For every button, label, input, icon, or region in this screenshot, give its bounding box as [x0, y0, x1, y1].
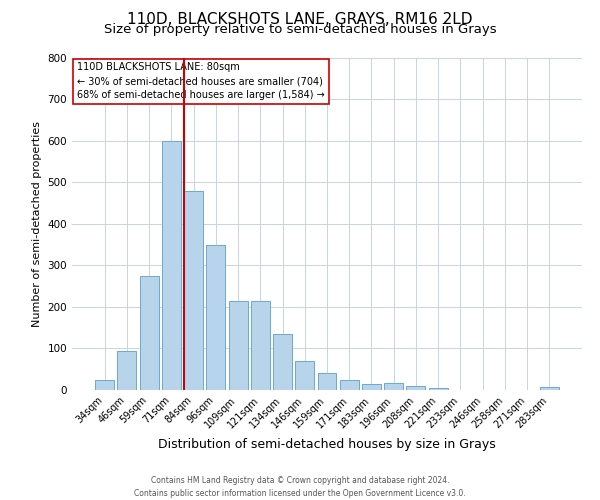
Bar: [206, 244, 225, 390]
Bar: [229, 300, 248, 390]
X-axis label: Distribution of semi-detached houses by size in Grays: Distribution of semi-detached houses by …: [158, 438, 496, 451]
Text: 110D BLACKSHOTS LANE: 80sqm
← 30% of semi-detached houses are smaller (704)
68% : 110D BLACKSHOTS LANE: 80sqm ← 30% of sem…: [77, 62, 325, 100]
Text: Size of property relative to semi-detached houses in Grays: Size of property relative to semi-detach…: [104, 22, 496, 36]
Bar: [140, 276, 158, 390]
Bar: [295, 361, 314, 390]
Text: 110D, BLACKSHOTS LANE, GRAYS, RM16 2LD: 110D, BLACKSHOTS LANE, GRAYS, RM16 2LD: [127, 12, 473, 28]
Bar: [406, 386, 425, 390]
Bar: [95, 380, 114, 390]
Bar: [540, 386, 559, 390]
Bar: [184, 190, 203, 390]
Bar: [429, 388, 448, 390]
Bar: [251, 300, 270, 390]
Bar: [162, 140, 181, 390]
Bar: [340, 380, 359, 390]
Bar: [317, 374, 337, 390]
Bar: [118, 350, 136, 390]
Bar: [273, 334, 292, 390]
Text: Contains HM Land Registry data © Crown copyright and database right 2024.
Contai: Contains HM Land Registry data © Crown c…: [134, 476, 466, 498]
Y-axis label: Number of semi-detached properties: Number of semi-detached properties: [32, 120, 42, 327]
Bar: [362, 384, 381, 390]
Bar: [384, 382, 403, 390]
